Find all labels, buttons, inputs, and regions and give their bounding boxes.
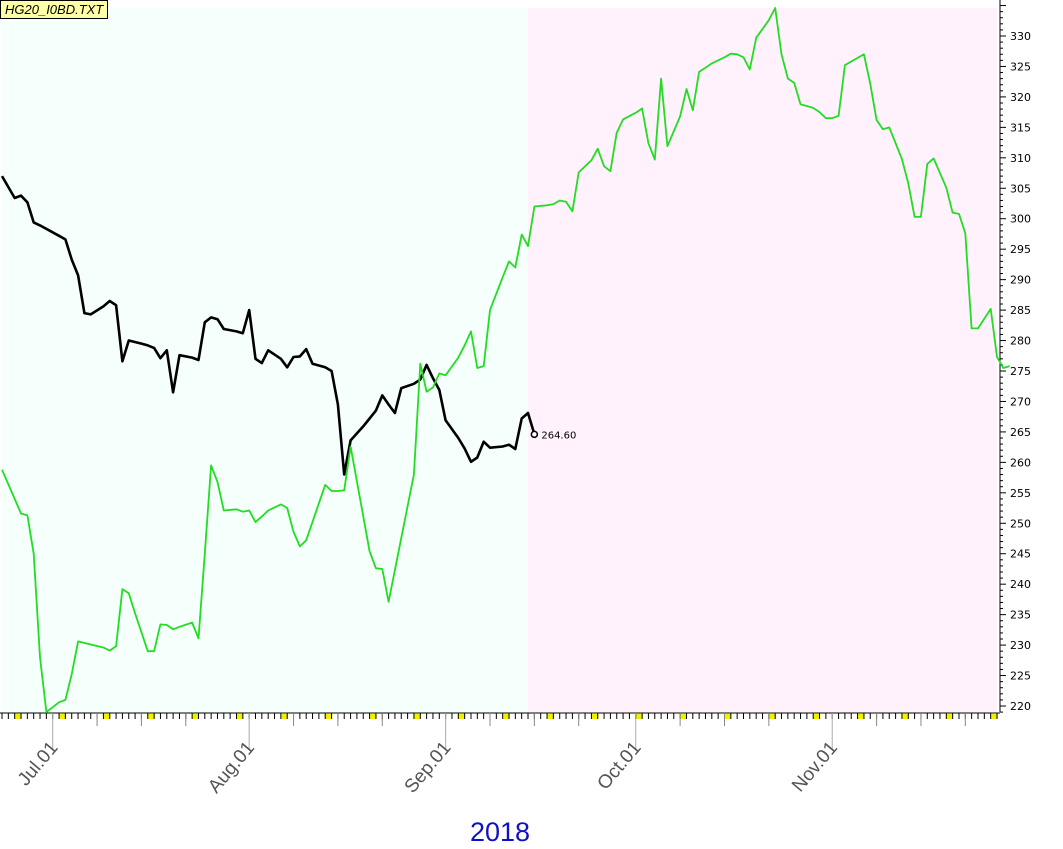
x-week-block [14,714,22,719]
y-tick-label: 260 [1010,456,1031,469]
y-tick-label: 225 [1010,670,1031,683]
x-week-block [103,714,111,719]
y-tick-label: 295 [1010,243,1031,256]
y-tick-label: 305 [1010,182,1031,195]
series-line-1 [1,7,1010,713]
y-tick-label: 235 [1010,609,1031,622]
y-tick-label: 255 [1010,487,1031,500]
x-tick-label: Nov.01 [788,738,842,797]
x-tick-label: Aug.01 [204,738,259,798]
y-tick-label: 310 [1010,152,1031,165]
x-week-block [369,714,377,719]
x-week-block [236,714,244,719]
y-tick-label: 265 [1010,426,1031,439]
x-tick-label: Oct.01 [594,738,646,794]
last-value-label: 264.60 [541,430,576,441]
y-tick-label: 230 [1010,639,1031,652]
x-week-block [413,714,421,719]
x-week-block [147,714,155,719]
year-label: 2018 [470,817,530,847]
y-tick-label: 250 [1010,517,1031,530]
x-week-block [59,714,67,719]
x-week-block [724,714,732,719]
y-tick-label: 270 [1010,395,1031,408]
x-week-block [547,714,555,719]
x-tick-label: Jul.01 [14,738,63,790]
axes [0,0,1006,750]
x-week-block [192,714,200,719]
y-tick-label: 330 [1010,30,1031,43]
y-tick-label: 275 [1010,365,1031,378]
x-tick-label: Sep.01 [401,738,456,798]
y-tick-label: 280 [1010,335,1031,348]
y-tick-label: 315 [1010,121,1031,134]
series-line-0 [0,175,536,476]
y-tick-label: 220 [1010,700,1031,713]
y-tick-label: 300 [1010,213,1031,226]
x-week-block [946,714,954,719]
background-shading [2,8,997,712]
x-week-block [591,714,599,719]
shade-region-1 [528,8,997,712]
x-week-block [502,714,510,719]
x-week-block [325,714,333,719]
y-tick-label: 320 [1010,91,1031,104]
y-tick-label: 285 [1010,304,1031,317]
y-tick-label: 245 [1010,548,1031,561]
shade-region-0 [2,8,529,712]
x-week-block [857,714,865,719]
x-week-block [990,714,998,719]
y-tick-label: 325 [1010,60,1031,73]
x-week-block [901,714,909,719]
x-week-block [768,714,776,719]
y-tick-label: 290 [1010,274,1031,287]
x-week-block [635,714,643,719]
series-lines [0,7,1010,713]
x-week-block [813,714,821,719]
chart-title: HG20_I0BD.TXT [0,0,109,19]
x-week-block [280,714,288,719]
last-value-marker [530,430,539,439]
x-week-block [458,714,466,719]
x-week-block [680,714,688,719]
y-tick-label: 240 [1010,578,1031,591]
